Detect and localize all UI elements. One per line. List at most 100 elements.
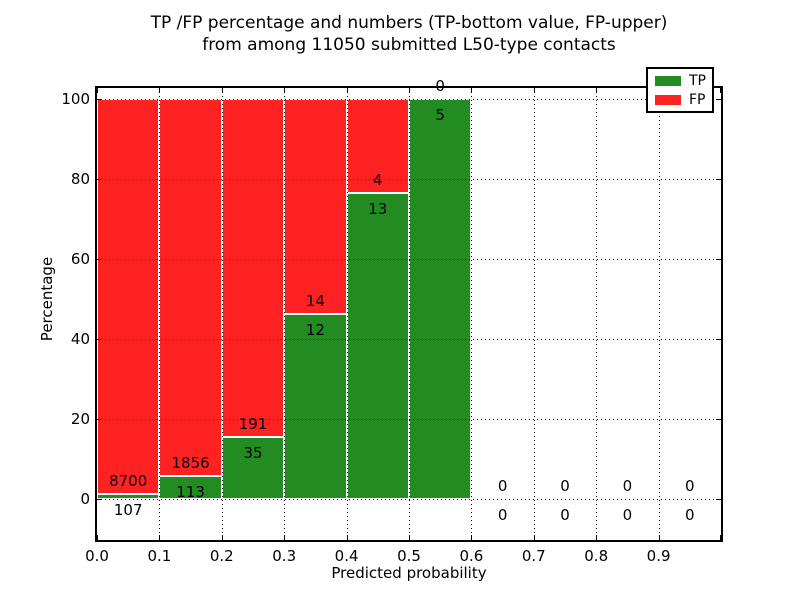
grid-line-vertical: [159, 88, 161, 540]
tp-swatch-icon: [655, 75, 681, 86]
y-tick-label: 40: [70, 330, 90, 348]
bar-segment-tp: [97, 494, 160, 499]
chart-title-line1: TP /FP percentage and numbers (TP-bottom…: [150, 13, 668, 33]
x-tick-label: 0.2: [209, 547, 234, 565]
y-tick-mark: [97, 339, 102, 340]
y-tick-mark: [97, 259, 102, 260]
bar-label-tp: 0: [685, 506, 695, 524]
y-tick-mark: [97, 179, 102, 180]
x-tick-mark: [346, 535, 348, 540]
y-tick-mark-right: [716, 339, 721, 340]
legend-row-tp: TP: [655, 72, 706, 89]
x-tick-label: 0.6: [459, 547, 484, 565]
bar-segment-fp: [284, 99, 347, 315]
x-tick-label: 0.4: [334, 547, 359, 565]
bar-label-fp: 191: [238, 415, 268, 434]
bar-segment-fp: [97, 99, 160, 495]
bar-label-fp: 4: [373, 171, 383, 190]
x-tick-label: 0.3: [272, 547, 297, 565]
y-axis-label: Percentage: [38, 256, 56, 342]
grid-line-vertical: [533, 88, 535, 540]
x-tick-mark: [596, 535, 598, 540]
x-tick-label: 0.0: [85, 547, 109, 565]
y-tick-label: 100: [61, 90, 90, 108]
x-tick-mark: [409, 535, 410, 540]
y-tick-label: 0: [80, 490, 90, 508]
x-tick-mark: [533, 535, 535, 540]
y-tick-mark: [97, 419, 102, 420]
bar-segment-tp: [346, 193, 409, 499]
x-tick-mark-top: [409, 88, 410, 93]
x-tick-mark-top: [97, 88, 98, 93]
grid-line-vertical: [346, 88, 348, 540]
legend-row-fp: FP: [655, 91, 706, 108]
x-tick-mark-top: [720, 88, 721, 93]
x-tick-mark: [471, 535, 473, 540]
x-tick-mark: [97, 535, 98, 540]
bar-segment-tp: [409, 99, 472, 499]
bar-label-fp: 0: [497, 477, 508, 495]
bar-segment-fp: [159, 99, 222, 477]
x-tick-label: 0.8: [584, 547, 609, 565]
x-tick-mark: [658, 535, 660, 540]
chart-title-line2: from among 11050 submitted L50-type cont…: [202, 35, 616, 55]
x-axis-label: Predicted probability: [331, 564, 487, 582]
x-tick-mark-top: [596, 88, 598, 93]
y-tick-mark-right: [716, 499, 721, 500]
bar-label-tp: 35: [243, 444, 263, 463]
bar-label-fp: 0: [435, 77, 445, 95]
y-tick-mark-right: [716, 179, 721, 180]
bar-label-fp: 0: [560, 477, 570, 495]
x-tick-label: 0.5: [397, 547, 421, 565]
bar-label-tp: 0: [497, 506, 508, 524]
y-tick-label: 20: [70, 410, 90, 428]
y-tick-label: 60: [70, 250, 90, 268]
y-tick-mark-right: [716, 419, 721, 420]
x-tick-mark-top: [346, 88, 348, 93]
x-tick-mark: [284, 535, 286, 540]
grid-line-vertical: [221, 88, 223, 540]
x-tick-mark: [221, 535, 223, 540]
x-tick-label: 0.7: [521, 547, 546, 565]
x-tick-mark: [159, 535, 161, 540]
x-tick-mark-top: [221, 88, 223, 93]
legend: TP FP: [646, 67, 714, 113]
bar-label-tp: 5: [435, 106, 445, 124]
bar-label-tp: 0: [560, 506, 570, 524]
y-tick-mark: [97, 99, 102, 100]
y-tick-mark: [97, 499, 102, 500]
x-tick-label: 0.1: [147, 547, 172, 565]
bar-label-tp: 107: [113, 501, 143, 520]
grid-line-vertical: [596, 88, 598, 540]
x-tick-mark-top: [533, 88, 535, 93]
bar-label-tp: 12: [305, 321, 325, 340]
bar-label-fp: 0: [685, 477, 695, 495]
bar-label-fp: 1856: [171, 454, 210, 473]
legend-label-tp: TP: [689, 72, 706, 89]
bar-segment-tp: [221, 437, 285, 499]
bar-label-tp: 13: [368, 200, 388, 219]
y-tick-mark-right: [716, 99, 721, 100]
bar-segment-tp: [284, 314, 347, 499]
legend-label-fp: FP: [689, 91, 706, 108]
x-tick-label: 0.9: [646, 547, 671, 565]
grid-line-vertical: [284, 88, 286, 540]
fp-swatch-icon: [655, 94, 681, 105]
x-tick-mark-top: [471, 88, 473, 93]
bar-label-fp: 8700: [109, 472, 148, 491]
bar-label-tp: 113: [176, 483, 205, 502]
bar-label-fp: 14: [305, 292, 325, 311]
x-tick-mark-top: [159, 88, 161, 93]
grid-line-vertical: [471, 88, 473, 540]
bar-label-tp: 0: [622, 506, 633, 524]
grid-line-vertical: [409, 88, 410, 540]
bar-segment-fp: [221, 99, 285, 438]
y-tick-label: 80: [70, 170, 90, 188]
plot-area: 8700 107 1856 113 191 35 14 12 4 13 0 5 0 0 0 0 0 0 0 0: [95, 77, 723, 542]
grid-line-vertical: [658, 88, 660, 540]
x-tick-mark-top: [284, 88, 286, 93]
y-tick-mark-right: [716, 259, 721, 260]
x-tick-mark: [720, 535, 721, 540]
bar-label-fp: 0: [622, 477, 633, 495]
